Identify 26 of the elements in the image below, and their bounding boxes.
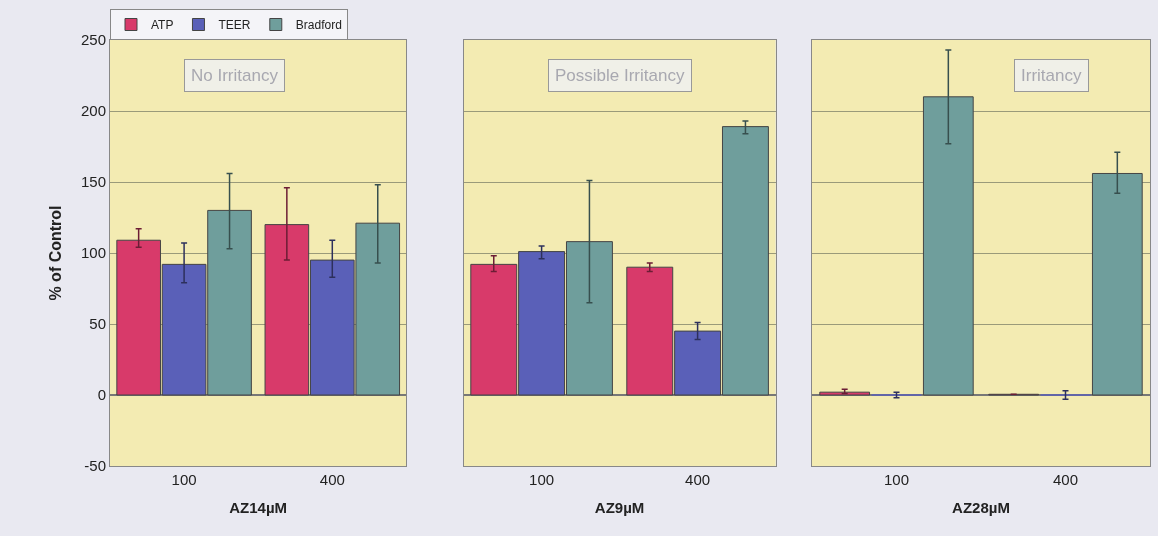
y-tick-label: 0: [97, 386, 106, 404]
x-axis-title: AZ9µM: [594, 499, 645, 516]
y-tick-label: 100: [80, 244, 106, 262]
y-tick-label: 50: [89, 315, 106, 333]
y-tick-label: 150: [80, 173, 106, 191]
y-tick-label: -50: [84, 457, 106, 475]
bar: [922, 96, 974, 396]
x-axis-title: AZ14µM: [229, 499, 288, 516]
annotation: Irritancy: [1021, 66, 1082, 85]
x-axis-title: AZ28µM: [952, 499, 1010, 516]
y-tick-label: 250: [80, 31, 106, 49]
legend-label: Bradford: [295, 18, 342, 33]
x-tick-label: 400: [1052, 471, 1079, 488]
x-tick-label: 100: [883, 471, 910, 488]
x-tick-label: 100: [529, 471, 555, 488]
x-tick-label: 400: [319, 471, 345, 488]
y-axis-title: % of Control: [46, 205, 64, 301]
bar: [1091, 172, 1143, 396]
bar: [819, 391, 871, 396]
y-tick-label: 200: [80, 102, 106, 120]
x-tick-label: 100: [171, 471, 197, 488]
legend-label: TEER: [218, 18, 251, 33]
annotation: No Irritancy: [191, 66, 279, 85]
legend-label: ATP: [151, 18, 174, 33]
annotation: Possible Irritancy: [555, 66, 685, 85]
x-tick-label: 400: [685, 471, 711, 488]
